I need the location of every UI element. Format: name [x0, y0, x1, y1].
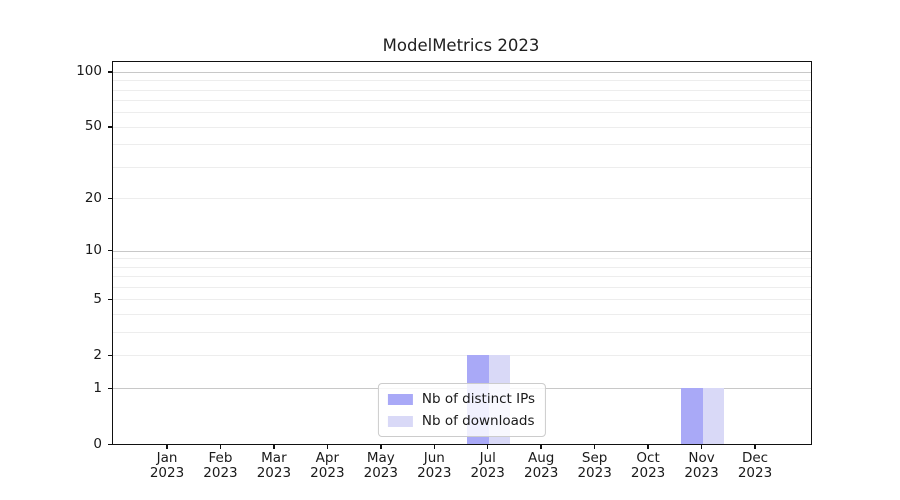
- gridline-minor: [113, 89, 811, 91]
- x-tick-mark: [219, 444, 222, 449]
- gridline-minor: [113, 258, 811, 260]
- bar-distinct-ips: [681, 388, 703, 444]
- gridline-minor: [113, 126, 811, 128]
- y-tick-label: 5: [93, 290, 102, 307]
- y-tick-mark: [108, 298, 112, 301]
- gridline-minor: [113, 266, 811, 268]
- legend: Nb of distinct IPs Nb of downloads: [377, 383, 547, 437]
- y-tick-label: 100: [76, 63, 102, 80]
- legend-label-downloads: Nb of downloads: [421, 413, 535, 429]
- x-tick-mark: [433, 444, 435, 449]
- x-tick-mark: [166, 444, 168, 449]
- legend-swatch-distinct-ips: [387, 393, 413, 405]
- x-tick-mark: [326, 444, 329, 449]
- y-tick-mark: [108, 250, 112, 252]
- legend-label-distinct-ips: Nb of distinct IPs: [421, 391, 536, 407]
- gridline-minor: [113, 332, 811, 334]
- x-tick-label: May 2023: [363, 449, 398, 481]
- gridline-minor: [113, 144, 811, 146]
- plot-area: Nb of distinct IPs Nb of downloads: [112, 61, 812, 445]
- y-tick-label: 10: [84, 242, 102, 259]
- x-axis: Jan 2023 Feb 2023 Mar 2023 Apr 2023 May 2023…: [112, 444, 810, 495]
- y-axis: 0 1 2 5 10 20 50 100: [0, 61, 112, 452]
- x-tick-mark: [700, 444, 703, 449]
- x-tick-mark: [540, 444, 542, 449]
- y-tick-mark: [108, 443, 112, 445]
- x-tick-label: Aug 2023: [523, 449, 559, 481]
- legend-entry-downloads: Nb of downloads: [387, 413, 535, 429]
- gridline-minor: [113, 287, 811, 289]
- x-tick-mark: [593, 444, 596, 449]
- bar-downloads: [702, 388, 725, 444]
- gridline-minor: [113, 100, 811, 102]
- x-tick-label: Nov 2023: [684, 449, 719, 481]
- y-tick-mark: [108, 71, 112, 73]
- x-tick-mark: [647, 444, 649, 449]
- gridline-minor: [113, 355, 811, 357]
- x-tick-label: Dec 2023: [737, 449, 773, 481]
- x-tick-mark: [380, 444, 382, 449]
- y-tick-label: 0: [93, 435, 102, 452]
- gridline-minor: [113, 314, 811, 316]
- legend-entry-distinct-ips: Nb of distinct IPs: [387, 391, 536, 407]
- x-tick-label: Sep 2023: [577, 449, 612, 481]
- x-tick-label: Oct 2023: [630, 449, 666, 481]
- gridline-minor: [113, 112, 811, 114]
- y-tick-mark: [108, 387, 112, 389]
- chart-title: ModelMetrics 2023: [382, 36, 540, 55]
- y-tick-label: 2: [93, 346, 102, 363]
- gridline-major: [113, 250, 811, 252]
- gridline-minor: [113, 276, 811, 278]
- legend-swatch-downloads: [387, 415, 413, 427]
- gridline-major: [113, 71, 811, 73]
- x-tick-mark: [273, 444, 275, 449]
- x-tick-mark: [487, 444, 489, 449]
- gridline-minor: [113, 299, 811, 301]
- x-tick-label: Jun 2023: [417, 449, 452, 481]
- gridline-minor: [113, 167, 811, 169]
- y-tick-mark: [108, 197, 112, 200]
- y-tick-label: 20: [84, 189, 102, 206]
- x-tick-label: Feb 2023: [203, 449, 238, 481]
- gridline-minor: [113, 198, 811, 200]
- y-tick-mark: [108, 354, 112, 357]
- y-tick-mark: [108, 126, 112, 128]
- x-tick-label: Mar 2023: [256, 449, 292, 481]
- y-tick-label: 50: [84, 118, 102, 135]
- x-tick-mark: [754, 444, 756, 449]
- x-tick-label: Jan 2023: [149, 449, 185, 481]
- gridline-minor: [113, 80, 811, 82]
- x-tick-label: Apr 2023: [310, 449, 345, 481]
- y-tick-label: 1: [93, 379, 102, 396]
- x-tick-label: Jul 2023: [470, 449, 505, 481]
